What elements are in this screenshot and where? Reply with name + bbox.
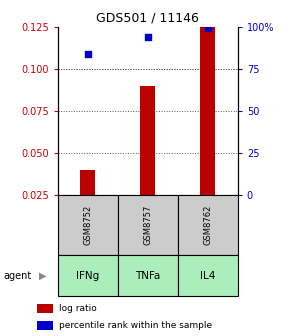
- Text: percentile rank within the sample: percentile rank within the sample: [59, 321, 213, 330]
- Text: GSM8752: GSM8752: [84, 205, 93, 245]
- Text: ▶: ▶: [39, 270, 47, 281]
- Text: agent: agent: [3, 270, 31, 281]
- Title: GDS501 / 11146: GDS501 / 11146: [97, 11, 199, 24]
- Bar: [80, 170, 95, 195]
- Text: IFNg: IFNg: [76, 270, 99, 281]
- Bar: [58, 195, 118, 255]
- Text: IL4: IL4: [200, 270, 215, 281]
- Text: log ratio: log ratio: [59, 304, 97, 313]
- Text: GSM8762: GSM8762: [203, 205, 212, 245]
- Bar: [37, 321, 53, 330]
- Text: GSM8757: GSM8757: [143, 205, 153, 245]
- Point: [86, 51, 90, 56]
- Bar: [118, 255, 178, 296]
- Bar: [58, 255, 118, 296]
- Bar: [37, 304, 53, 313]
- Bar: [140, 86, 155, 195]
- Point: [206, 25, 210, 31]
- Bar: [178, 195, 238, 255]
- Text: TNFa: TNFa: [135, 270, 161, 281]
- Bar: [178, 255, 238, 296]
- Point: [146, 34, 150, 40]
- Bar: [118, 195, 178, 255]
- Bar: [200, 27, 215, 195]
